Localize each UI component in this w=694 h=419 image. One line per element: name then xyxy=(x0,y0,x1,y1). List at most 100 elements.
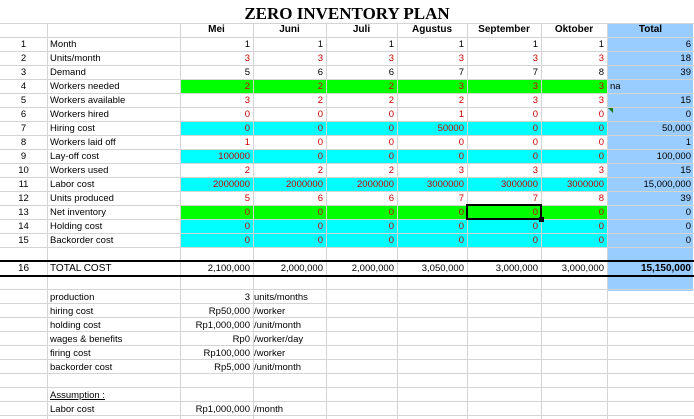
data-cell[interactable]: 0 xyxy=(532,221,538,232)
data-cell[interactable]: 3 xyxy=(532,95,538,106)
fill-handle[interactable] xyxy=(539,217,544,222)
data-cell[interactable]: 0 xyxy=(317,151,323,162)
param-value[interactable]: Rp50,000 xyxy=(208,306,250,317)
data-cell[interactable]: 0 xyxy=(244,221,250,232)
data-cell[interactable]: 2 xyxy=(458,95,464,106)
data-cell[interactable]: 3 xyxy=(532,53,538,64)
total-cell[interactable]: 39 xyxy=(680,193,691,204)
total-cost-cell[interactable]: 3,050,000 xyxy=(421,263,464,274)
total-cell[interactable]: 18 xyxy=(680,53,691,64)
data-cell[interactable]: 0 xyxy=(598,137,604,148)
data-cell[interactable]: 0 xyxy=(598,109,604,120)
data-cell[interactable]: 3 xyxy=(244,95,250,106)
data-cell[interactable]: 2 xyxy=(317,165,323,176)
data-cell[interactable]: 3 xyxy=(244,53,250,64)
data-cell[interactable]: 0 xyxy=(388,221,394,232)
total-cost-cell[interactable]: 3,000,000 xyxy=(561,263,604,274)
total-cell[interactable]: 15,000,000 xyxy=(643,179,691,190)
data-cell[interactable]: 1 xyxy=(317,39,323,50)
data-cell[interactable]: 2 xyxy=(388,81,394,92)
data-cell[interactable]: 0 xyxy=(532,207,538,218)
grand-total-cell[interactable]: 15,150,000 xyxy=(640,263,691,274)
data-cell[interactable]: 0 xyxy=(244,235,250,246)
data-cell[interactable]: 0 xyxy=(598,123,604,134)
data-cell[interactable]: 6 xyxy=(317,67,323,78)
data-cell[interactable]: 3 xyxy=(598,81,604,92)
total-cell[interactable]: 0 xyxy=(685,235,691,246)
data-cell[interactable]: 0 xyxy=(458,151,464,162)
data-cell[interactable]: 0 xyxy=(388,235,394,246)
data-cell[interactable]: 1 xyxy=(458,109,464,120)
param-value[interactable]: Rp1,000,000 xyxy=(195,320,250,331)
data-cell[interactable]: 0 xyxy=(317,137,323,148)
data-cell[interactable]: 3000000 xyxy=(427,179,464,190)
total-cell[interactable]: 1 xyxy=(685,137,691,148)
data-cell[interactable]: 2000000 xyxy=(213,179,250,190)
data-cell[interactable]: 3 xyxy=(532,81,538,92)
data-cell[interactable]: 5 xyxy=(244,67,250,78)
data-cell[interactable]: 0 xyxy=(532,137,538,148)
data-cell[interactable]: 0 xyxy=(532,123,538,134)
data-cell[interactable]: 0 xyxy=(598,235,604,246)
data-cell[interactable]: 1 xyxy=(244,39,250,50)
data-cell[interactable]: 0 xyxy=(317,235,323,246)
data-cell[interactable]: 0 xyxy=(244,207,250,218)
data-cell[interactable]: 0 xyxy=(598,207,604,218)
data-cell[interactable]: 0 xyxy=(598,221,604,232)
total-cost-cell[interactable]: 2,000,000 xyxy=(280,263,323,274)
data-cell[interactable]: 0 xyxy=(244,123,250,134)
total-cell[interactable]: 100,000 xyxy=(656,151,691,162)
data-cell[interactable]: 0 xyxy=(532,235,538,246)
data-cell[interactable]: 2 xyxy=(244,81,250,92)
data-cell[interactable]: 0 xyxy=(458,221,464,232)
total-cell[interactable]: na xyxy=(610,81,621,92)
data-cell[interactable]: 1 xyxy=(388,39,394,50)
total-cell[interactable]: 6 xyxy=(685,39,691,50)
data-cell[interactable]: 0 xyxy=(388,109,394,120)
data-cell[interactable]: 6 xyxy=(317,193,323,204)
data-cell[interactable]: 8 xyxy=(598,193,604,204)
data-cell[interactable]: 1 xyxy=(458,39,464,50)
data-cell[interactable]: 0 xyxy=(388,207,394,218)
data-cell[interactable]: 6 xyxy=(388,67,394,78)
param-value[interactable]: Rp0 xyxy=(232,334,250,345)
total-cell[interactable]: 50,000 xyxy=(661,123,691,134)
total-cell[interactable]: 0 xyxy=(685,109,691,120)
data-cell[interactable]: 6 xyxy=(388,193,394,204)
data-cell[interactable]: 100000 xyxy=(218,151,250,162)
data-cell[interactable]: 3 xyxy=(598,165,604,176)
assumption-value[interactable]: Rp1,000,000 xyxy=(195,404,250,415)
total-cell[interactable]: 0 xyxy=(685,221,691,232)
param-value[interactable]: Rp5,000 xyxy=(214,362,250,373)
data-cell[interactable]: 3 xyxy=(458,165,464,176)
data-cell[interactable]: 3 xyxy=(458,53,464,64)
data-cell[interactable]: 0 xyxy=(458,235,464,246)
data-cell[interactable]: 7 xyxy=(532,193,538,204)
data-cell[interactable]: 3 xyxy=(532,165,538,176)
data-cell[interactable]: 50000 xyxy=(437,123,464,134)
data-cell[interactable]: 0 xyxy=(388,137,394,148)
data-cell[interactable]: 7 xyxy=(458,193,464,204)
data-cell[interactable]: 2000000 xyxy=(357,179,394,190)
data-cell[interactable]: 3 xyxy=(458,81,464,92)
total-cell[interactable]: 15 xyxy=(680,95,691,106)
data-cell[interactable]: 2 xyxy=(244,165,250,176)
total-cost-cell[interactable]: 2,100,000 xyxy=(207,263,250,274)
data-cell[interactable]: 8 xyxy=(598,67,604,78)
data-cell[interactable]: 2 xyxy=(317,81,323,92)
param-value[interactable]: Rp100,000 xyxy=(203,348,250,359)
data-cell[interactable]: 0 xyxy=(317,123,323,134)
data-cell[interactable]: 0 xyxy=(458,207,464,218)
data-cell[interactable]: 0 xyxy=(317,109,323,120)
data-cell[interactable]: 1 xyxy=(244,137,250,148)
data-cell[interactable]: 2000000 xyxy=(286,179,323,190)
data-cell[interactable]: 3 xyxy=(317,53,323,64)
total-cell[interactable]: 15 xyxy=(680,165,691,176)
data-cell[interactable]: 1 xyxy=(532,39,538,50)
data-cell[interactable]: 5 xyxy=(244,193,250,204)
data-cell[interactable]: 3000000 xyxy=(501,179,538,190)
data-cell[interactable]: 2 xyxy=(388,95,394,106)
total-cell[interactable]: 0 xyxy=(685,207,691,218)
data-cell[interactable]: 0 xyxy=(317,221,323,232)
data-cell[interactable]: 7 xyxy=(458,67,464,78)
